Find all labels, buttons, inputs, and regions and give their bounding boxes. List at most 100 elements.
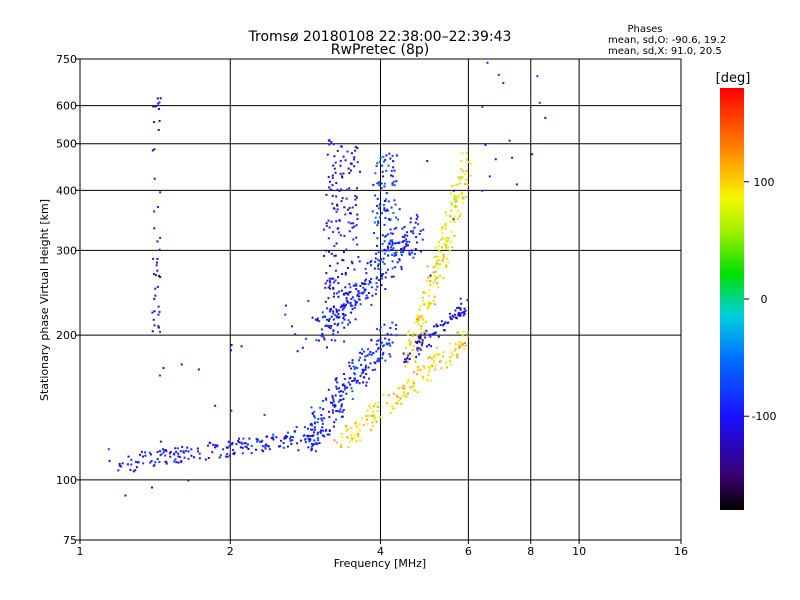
data-point [341, 410, 344, 413]
data-point [340, 304, 343, 307]
data-point [432, 299, 435, 302]
data-point [320, 417, 323, 420]
data-point [457, 217, 460, 220]
data-point [413, 332, 416, 335]
data-point [386, 343, 389, 346]
data-point [378, 216, 381, 219]
data-point [381, 260, 384, 263]
data-point [398, 258, 401, 261]
data-point [118, 464, 121, 467]
data-point [464, 196, 467, 199]
data-point [329, 264, 332, 267]
data-point [344, 305, 347, 308]
gridlines [79, 58, 682, 541]
data-point [452, 218, 455, 221]
data-point [381, 234, 384, 237]
data-point [393, 407, 396, 410]
data-point [414, 248, 417, 251]
data-point [422, 375, 425, 378]
data-point [158, 120, 161, 123]
data-point [420, 325, 423, 328]
data-point [340, 405, 343, 408]
data-point [398, 241, 401, 244]
data-point [381, 353, 384, 356]
data-point [431, 332, 434, 335]
data-point [349, 286, 352, 289]
data-point [334, 378, 337, 381]
data-point [444, 227, 447, 230]
data-point [129, 468, 132, 471]
data-point [418, 340, 421, 343]
data-point [345, 297, 348, 300]
data-point [412, 335, 415, 338]
data-point [307, 434, 310, 437]
data-point [309, 437, 312, 440]
data-point [458, 215, 461, 218]
data-point [445, 214, 448, 217]
data-point [418, 305, 421, 308]
data-point [531, 153, 534, 156]
data-point [428, 294, 431, 297]
data-point [456, 356, 459, 359]
data-point [453, 235, 456, 238]
data-point [442, 351, 445, 354]
data-point [375, 282, 378, 285]
data-point [450, 351, 453, 354]
data-point [297, 449, 300, 452]
data-point [174, 447, 177, 450]
data-point [330, 324, 333, 327]
data-point [424, 336, 427, 339]
data-point [370, 414, 373, 417]
data-point [342, 373, 345, 376]
data-point [352, 222, 355, 225]
data-point [349, 383, 352, 386]
data-point [307, 446, 310, 449]
data-point [156, 240, 159, 243]
data-point [457, 314, 460, 317]
data-point [142, 462, 145, 465]
data-point [354, 149, 357, 152]
data-point [411, 385, 414, 388]
data-point [329, 188, 332, 191]
data-point [355, 440, 358, 443]
data-point [407, 358, 410, 361]
data-point [390, 174, 393, 177]
data-point [153, 227, 156, 230]
data-point [358, 295, 361, 298]
data-point [331, 409, 334, 412]
data-point [391, 182, 394, 185]
data-point [451, 354, 454, 357]
data-point [328, 277, 331, 280]
data-point [389, 355, 392, 358]
data-point [377, 264, 380, 267]
data-point [364, 355, 367, 358]
data-point [445, 264, 448, 267]
data-point [331, 394, 334, 397]
data-point [409, 341, 412, 344]
data-point [367, 283, 370, 286]
data-point [497, 73, 500, 76]
data-point [419, 333, 422, 336]
data-point [331, 194, 334, 197]
data-point [441, 237, 444, 240]
data-point [376, 162, 379, 165]
data-point [354, 366, 357, 369]
data-point [208, 441, 211, 444]
data-point [508, 139, 511, 142]
data-point [320, 414, 323, 417]
data-point [289, 439, 292, 442]
data-point [344, 271, 347, 274]
data-point [343, 314, 346, 317]
data-point [238, 441, 241, 444]
data-point [343, 318, 346, 321]
data-point [326, 325, 329, 328]
colorbar-ticks: 100 0 -100 [744, 176, 776, 423]
data-point [372, 183, 375, 186]
data-point [364, 366, 367, 369]
data-point [337, 295, 340, 298]
data-point [382, 175, 385, 178]
data-point [436, 255, 439, 258]
data-point [350, 434, 353, 437]
data-point [429, 365, 432, 368]
data-point [462, 314, 465, 317]
